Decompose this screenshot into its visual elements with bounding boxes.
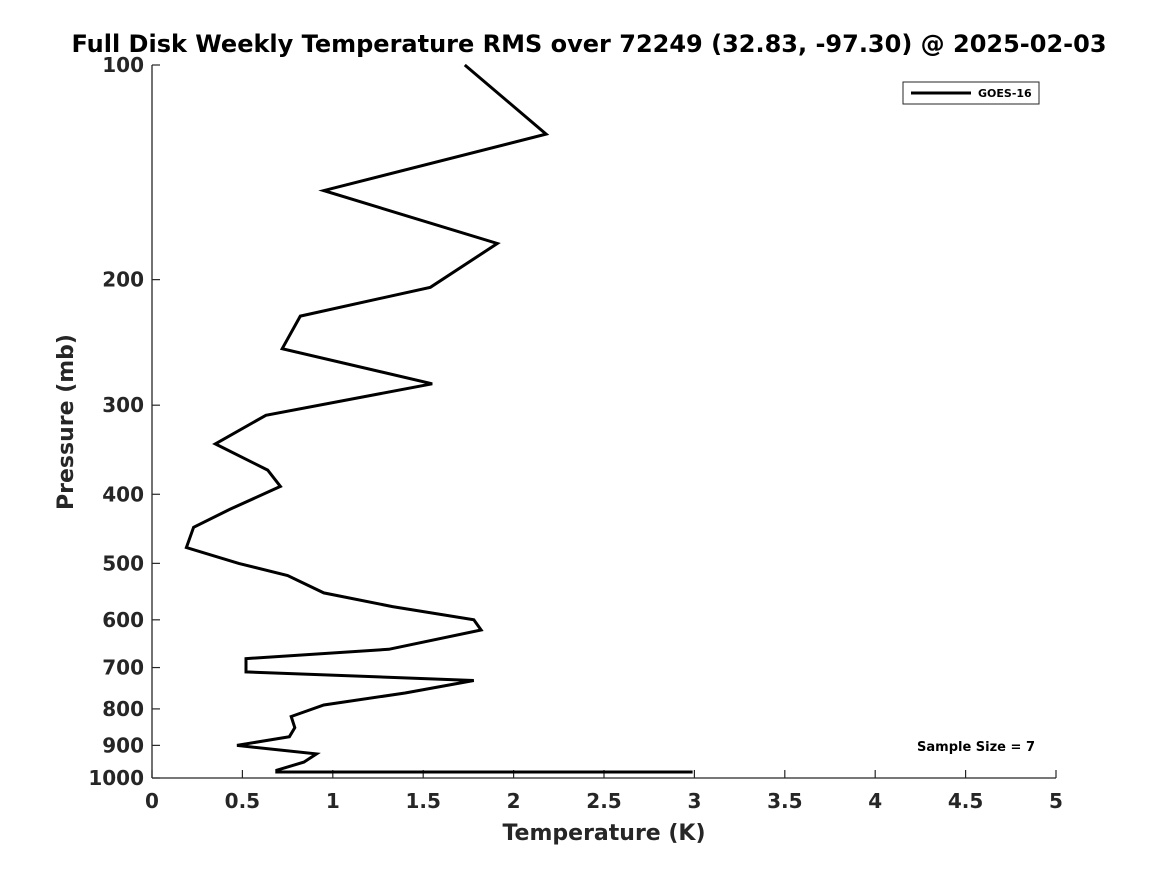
legend: GOES-16 (902, 81, 1040, 105)
series-layer (184, 63, 693, 774)
y-tick-label: 800 (102, 697, 144, 721)
y-tick-label: 200 (102, 268, 144, 292)
x-tick-label: 1 (326, 789, 340, 813)
x-tick-label: 1.5 (405, 789, 440, 813)
sample-size-annotation: Sample Size = 7 (917, 740, 1035, 755)
y-tick-label: 700 (102, 656, 144, 680)
x-tick-label: 0 (145, 789, 159, 813)
y-tick-label: 300 (102, 393, 144, 417)
x-tick-label: 3 (687, 789, 701, 813)
y-tick-label: 900 (102, 733, 144, 757)
y-tick-label: 400 (102, 482, 144, 506)
legend-label-goes-16: GOES-16 (978, 87, 1032, 100)
x-tick-label: 2.5 (586, 789, 621, 813)
y-axis-ticks: 100 200 300 400 500 600 700 800 900 1000 (88, 53, 160, 790)
y-tick-label: 500 (102, 551, 144, 575)
series-line-goes-16 (184, 63, 693, 774)
x-tick-label: 4.5 (948, 789, 983, 813)
chart-title: Full Disk Weekly Temperature RMS over 72… (71, 30, 1106, 58)
plot-area (151, 65, 1056, 779)
y-axis-label: Pressure (mb) (54, 334, 79, 510)
x-axis-ticks: 0 0.5 1 1.5 2 2.5 3 3.5 4 4.5 5 (145, 770, 1063, 813)
y-tick-label: 600 (102, 608, 144, 632)
x-tick-label: 5 (1049, 789, 1063, 813)
x-axis-label: Temperature (K) (502, 821, 705, 846)
x-tick-label: 0.5 (225, 789, 260, 813)
y-tick-label: 1000 (88, 766, 144, 790)
x-tick-label: 3.5 (767, 789, 802, 813)
y-tick-label: 100 (102, 53, 144, 77)
x-tick-label: 2 (507, 789, 521, 813)
x-tick-label: 4 (868, 789, 882, 813)
